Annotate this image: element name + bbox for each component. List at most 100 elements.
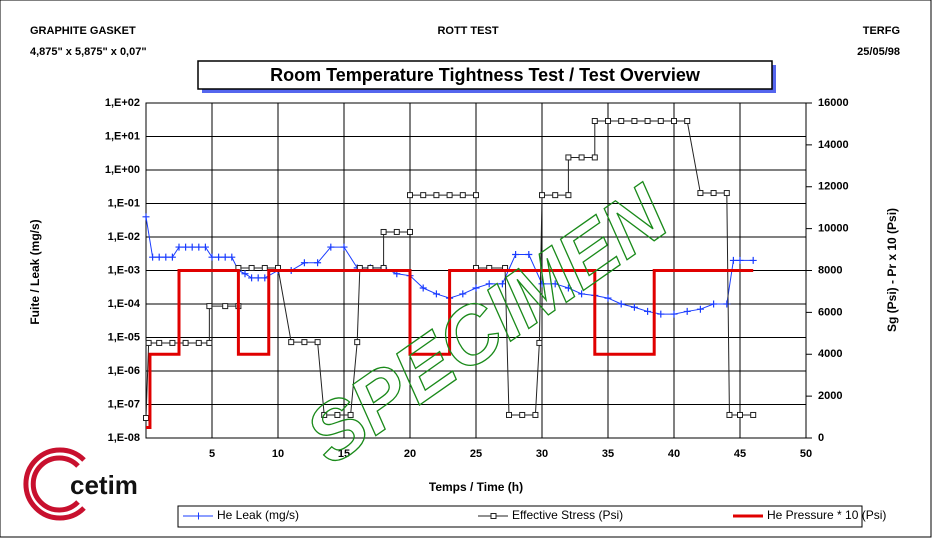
point xyxy=(314,259,322,267)
point xyxy=(565,154,572,161)
y2-tick-label: 10000 xyxy=(818,223,849,235)
point xyxy=(241,270,249,278)
point xyxy=(737,411,743,418)
x-tick-label: 45 xyxy=(734,448,746,460)
point xyxy=(750,411,757,418)
chart-title: Room Temperature Tightness Test / Test O… xyxy=(270,65,701,85)
point xyxy=(630,303,638,311)
legend-marker xyxy=(195,512,202,520)
point xyxy=(749,256,757,264)
point xyxy=(314,339,321,346)
y-tick-label: 1,E+02 xyxy=(105,97,140,109)
x-axis-label: Temps / Time (h) xyxy=(429,480,523,494)
series-line xyxy=(146,269,754,430)
point xyxy=(182,243,190,251)
point xyxy=(419,284,427,292)
legend-label: He Pressure * 10 (Psi) xyxy=(767,508,886,522)
point xyxy=(228,253,236,261)
point xyxy=(683,307,691,315)
point xyxy=(697,190,704,197)
point xyxy=(565,192,572,199)
point xyxy=(182,339,189,346)
x-tick-label: 10 xyxy=(272,448,284,460)
point xyxy=(261,274,269,282)
point xyxy=(175,243,183,251)
title-box xyxy=(197,60,773,90)
point xyxy=(407,192,413,199)
x-tick-label: 40 xyxy=(668,448,680,460)
logo-arc xyxy=(23,447,86,521)
point xyxy=(380,228,387,235)
y2-tick-label: 16000 xyxy=(818,97,849,109)
point xyxy=(201,243,209,251)
y-axis-label: Fuite / Leak (mg/s) xyxy=(28,219,42,324)
point xyxy=(407,228,413,235)
point xyxy=(143,415,149,422)
point xyxy=(552,192,559,199)
header-left-sub: 4,875" x 5,875" x 0,07" xyxy=(30,46,147,58)
point xyxy=(340,243,348,251)
point xyxy=(723,300,731,308)
point xyxy=(498,280,506,288)
point xyxy=(605,118,611,125)
x-tick-label: 25 xyxy=(470,448,482,460)
point xyxy=(156,339,163,346)
y-tick-label: 1,E-07 xyxy=(108,398,140,410)
header-right-sub: 25/05/98 xyxy=(857,46,900,58)
point xyxy=(334,411,341,418)
x-tick-label: 5 xyxy=(209,448,215,460)
point xyxy=(670,310,678,318)
y-tick-label: 1,E-03 xyxy=(108,264,140,276)
point xyxy=(539,192,545,199)
x-tick-label: 15 xyxy=(338,448,350,460)
point xyxy=(657,310,665,318)
point xyxy=(221,253,229,261)
y-tick-label: 1,E-01 xyxy=(108,197,140,209)
point xyxy=(222,303,229,310)
point xyxy=(433,192,440,199)
point xyxy=(446,192,453,199)
x-tick-label: 30 xyxy=(536,448,548,460)
y2-tick-label: 12000 xyxy=(818,181,849,193)
point xyxy=(169,339,176,346)
point xyxy=(459,192,466,199)
point xyxy=(729,256,737,264)
point xyxy=(145,339,152,346)
point xyxy=(723,190,730,197)
point xyxy=(254,274,262,282)
header-left: GRAPHITE GASKET xyxy=(30,25,136,37)
point xyxy=(347,411,354,418)
point xyxy=(155,253,163,261)
point xyxy=(432,290,440,298)
point xyxy=(578,290,586,298)
point xyxy=(215,253,223,261)
logo: cetim xyxy=(70,470,138,500)
point xyxy=(644,307,652,315)
point xyxy=(657,118,664,125)
y2-tick-label: 6000 xyxy=(818,306,842,318)
point xyxy=(393,228,400,235)
point xyxy=(195,243,203,251)
y-tick-label: 1,E-05 xyxy=(108,331,140,343)
x-tick-label: 20 xyxy=(404,448,416,460)
point xyxy=(327,243,335,251)
y-tick-label: 1,E-02 xyxy=(108,231,140,243)
point xyxy=(149,253,157,261)
point xyxy=(162,253,170,261)
point xyxy=(301,339,308,346)
point xyxy=(506,411,512,418)
point xyxy=(288,339,295,346)
point xyxy=(710,190,717,197)
point xyxy=(206,339,213,346)
point xyxy=(519,411,526,418)
y-tick-label: 1,E-06 xyxy=(108,365,140,377)
point xyxy=(684,118,691,125)
point xyxy=(248,274,256,282)
point xyxy=(472,284,480,292)
y-tick-label: 1,E-08 xyxy=(108,432,140,444)
point xyxy=(538,280,546,288)
point xyxy=(591,118,598,125)
y2-tick-label: 2000 xyxy=(818,390,842,402)
legend-label: Effective Stress (Psi) xyxy=(512,508,623,522)
